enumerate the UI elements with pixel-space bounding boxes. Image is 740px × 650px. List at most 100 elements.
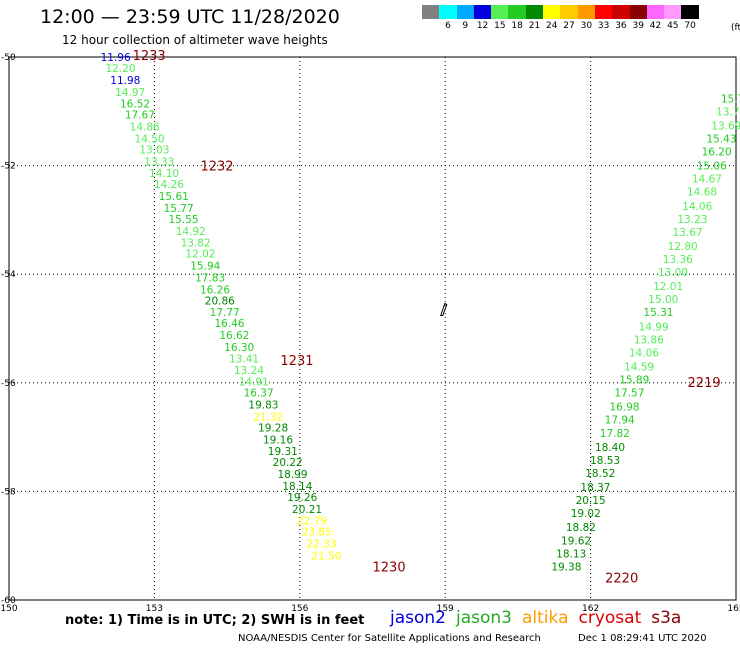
wave-height-value: 17.77: [210, 307, 240, 319]
x-tick-label: 153: [146, 604, 163, 614]
legend-swatch: [525, 5, 544, 19]
credit-text: NOAA/NESDIS Center for Satellite Applica…: [238, 633, 541, 644]
chart-title: 12:00 — 23:59 UTC 11/28/2020: [40, 6, 340, 28]
legend-unit: (ft): [731, 23, 740, 33]
wave-height-value: 14.06: [629, 347, 659, 359]
wave-height-value: 13.24: [234, 365, 264, 377]
wave-height-value: 13.69: [711, 120, 740, 132]
wave-height-value: 14.26: [154, 179, 184, 191]
time-label: 1231: [280, 354, 313, 369]
time-label: 1230: [373, 560, 406, 575]
legend-bin: 45: [664, 5, 682, 31]
wave-height-value: 16.20: [702, 146, 732, 158]
legend-swatch: [646, 5, 665, 19]
wave-height-value: 14.91: [239, 377, 269, 389]
satellite-s3a: s3a: [651, 608, 682, 628]
x-tick-label: 156: [291, 604, 308, 614]
legend-bin: 18: [508, 5, 526, 31]
legend-swatch: [439, 5, 457, 19]
wave-height-value: 21.32: [253, 411, 283, 423]
wave-height-value: 18.40: [595, 442, 625, 454]
legend-swatch: [577, 5, 595, 19]
timestamp-text: Dec 1 08:29:41 UTC 2020: [578, 633, 707, 644]
legend-label: 39: [632, 21, 644, 31]
legend-bin: 27: [560, 5, 578, 31]
wave-height-value: 14.86: [130, 122, 160, 134]
wave-height-value: 16.26: [200, 284, 230, 296]
wave-height-value: 18.52: [585, 468, 615, 480]
wave-height-value: 19.02: [571, 508, 601, 520]
wave-height-value: 19.62: [561, 535, 591, 547]
legend-swatch: [508, 5, 526, 19]
wave-height-value: 18.99: [277, 469, 307, 481]
color-legend: 6 9 12 15 18 21 24 27 30 33 36 39 42 45 70: [422, 5, 699, 31]
satellite-altika: altika: [522, 608, 569, 628]
legend-bin: 21: [525, 5, 544, 31]
wave-height-value: 11.98: [110, 75, 140, 87]
wave-height-value: 21.50: [311, 550, 341, 562]
wave-height-value: 19.26: [287, 492, 317, 504]
wave-height-value: 14.06: [682, 201, 712, 213]
legend-bin: 39: [629, 5, 647, 31]
wave-height-value: 19.31: [268, 446, 298, 458]
wave-height-value: 20.15: [576, 495, 606, 507]
wave-height-value: 13.86: [634, 334, 664, 346]
y-tick-label: -60: [1, 596, 16, 606]
legend-label: 36: [615, 21, 627, 31]
wave-height-value: 16.62: [219, 330, 249, 342]
wave-height-value: 16.37: [244, 388, 274, 400]
wave-height-value: 14.68: [687, 187, 717, 199]
wave-height-value: 22.79: [297, 516, 327, 528]
wave-height-value: 18.37: [580, 482, 610, 494]
legend-bin: 30: [577, 5, 595, 31]
wave-height-value: 15.89: [619, 375, 649, 387]
wave-height-value: 18.82: [566, 522, 596, 534]
wave-height-value: 15.00: [648, 294, 678, 306]
chart-subtitle: 12 hour collection of altimeter wave hei…: [62, 33, 328, 47]
wave-height-value: 14.10: [149, 168, 179, 180]
legend-bin: 9: [456, 5, 474, 31]
wave-height-value: 23.85: [302, 527, 332, 539]
wave-height-value: 16.46: [214, 318, 244, 330]
wave-height-value: 20.21: [292, 504, 322, 516]
time-label: 1232: [200, 160, 233, 175]
wave-height-value: 14.99: [639, 321, 669, 333]
wave-height-value: 14.92: [176, 226, 206, 238]
footer-note: note: 1) Time is in UTC; 2) SWH is in fe…: [65, 613, 365, 628]
legend-swatch: [473, 5, 492, 19]
legend-bin: 24: [543, 5, 561, 31]
wave-height-value: 20.86: [205, 295, 235, 307]
wave-height-value: 16.30: [224, 342, 254, 354]
wave-height-value: 15.43: [706, 133, 736, 145]
wave-height-value: 13.82: [181, 238, 211, 250]
wave-height-value: 18.53: [590, 455, 620, 467]
legend-label: 45: [667, 21, 679, 31]
wave-height-value: 11.96: [101, 52, 131, 64]
legend-swatch: [612, 5, 630, 19]
wave-height-value: 17.94: [605, 415, 635, 427]
time-label: 1233: [133, 49, 166, 64]
wave-height-value: 19.28: [258, 422, 288, 434]
legend-label: 27: [563, 21, 575, 31]
legend-label: 30: [580, 21, 593, 31]
legend-bin: 6: [439, 5, 457, 31]
legend-swatch: [543, 5, 561, 19]
wave-height-value: 13.67: [673, 227, 703, 239]
legend-bin: 70: [681, 5, 699, 31]
y-tick-label: -54: [1, 270, 16, 280]
legend-label: 70: [684, 21, 696, 31]
wave-height-value: 22.33: [307, 539, 337, 551]
wave-height-value: 18.14: [282, 481, 312, 493]
y-tick-label: -52: [1, 162, 16, 172]
x-tick-label: 165: [727, 604, 740, 614]
wave-height-value: 15.55: [168, 214, 198, 226]
wave-height-value: 15.71: [721, 93, 740, 105]
wave-height-value: 13.41: [229, 353, 259, 365]
wave-height-value: 17.83: [195, 272, 225, 284]
wave-height-value: 13.33: [144, 156, 174, 168]
legend-label: 6: [445, 21, 451, 31]
wave-height-value: 19.83: [248, 400, 278, 412]
wave-height-value: 16.98: [609, 402, 639, 414]
wave-height-value: 13.23: [677, 214, 707, 226]
